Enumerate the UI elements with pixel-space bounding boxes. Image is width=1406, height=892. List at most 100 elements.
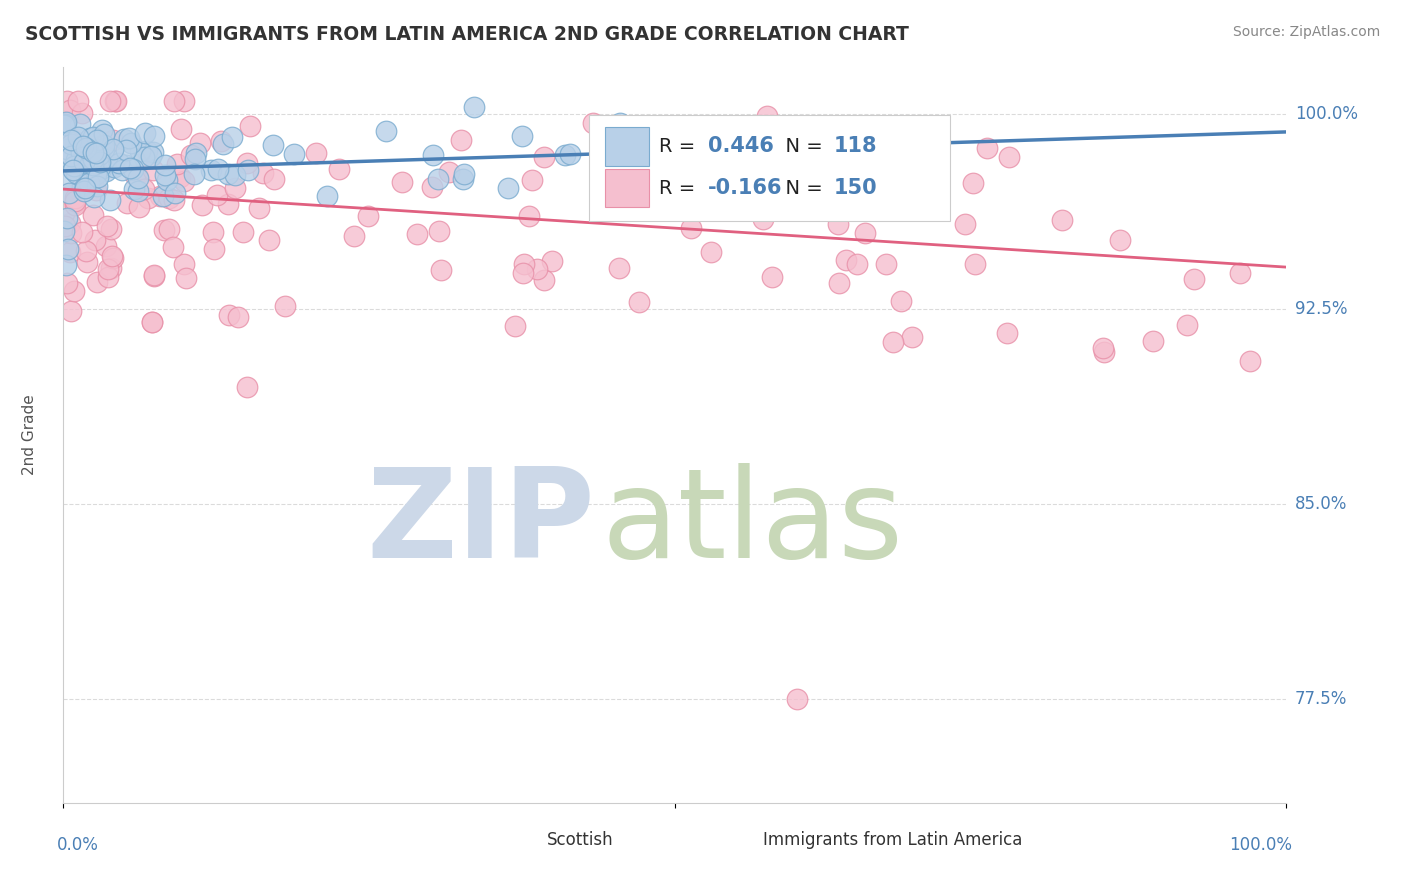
Point (263, 172, 285, 186)
Point (70, 145, 93, 160)
Point (716, 130, 738, 145)
Point (356, 209, 378, 223)
Point (63, 195, 86, 210)
Point (533, 273, 555, 287)
Text: ZIP: ZIP (367, 463, 595, 583)
Point (152, 189, 174, 203)
Point (72, 184, 94, 198)
Text: 118: 118 (834, 136, 877, 156)
Point (62, 163, 84, 178)
Point (188, 136, 211, 151)
Point (1092, 341, 1115, 355)
Point (70, 225, 93, 239)
Point (86, 275, 108, 289)
Text: 0.446: 0.446 (707, 136, 773, 156)
Point (257, 233, 280, 247)
Point (89, 160, 111, 174)
Point (1092, 345, 1115, 359)
Point (221, 129, 243, 144)
Point (98, 94, 121, 108)
Point (879, 155, 901, 169)
Point (98, 193, 121, 207)
Point (262, 138, 284, 153)
Point (122, 162, 145, 177)
Point (66, 130, 89, 145)
Point (427, 172, 450, 186)
Text: 2nd Grade: 2nd Grade (21, 394, 37, 475)
Point (236, 163, 259, 178)
Point (60, 133, 83, 147)
Point (596, 136, 619, 151)
Point (60, 137, 83, 152)
Point (128, 144, 150, 158)
Point (67, 165, 90, 179)
Point (53, 206, 76, 220)
Point (139, 149, 162, 163)
Point (844, 161, 866, 176)
Point (127, 171, 149, 186)
FancyBboxPatch shape (605, 128, 650, 166)
Point (375, 124, 398, 138)
Point (166, 157, 188, 171)
Point (56, 277, 79, 291)
Point (125, 169, 148, 183)
Point (900, 330, 922, 344)
Point (157, 221, 180, 235)
Point (90, 123, 112, 137)
Point (111, 163, 134, 178)
Point (141, 163, 163, 178)
Point (58, 186, 80, 200)
Point (104, 94, 127, 108)
Point (953, 217, 976, 231)
Text: R =: R = (659, 178, 702, 198)
Point (83, 233, 105, 247)
Point (217, 167, 239, 181)
Point (63, 159, 86, 173)
Point (134, 126, 156, 140)
Point (103, 251, 125, 265)
Point (56, 142, 79, 156)
Point (890, 293, 912, 308)
Point (316, 189, 339, 203)
Point (59, 103, 82, 117)
Point (86, 133, 108, 147)
Point (962, 176, 984, 190)
FancyBboxPatch shape (512, 827, 547, 855)
Point (541, 253, 564, 268)
Point (75, 141, 97, 155)
Point (526, 261, 548, 276)
Point (170, 121, 193, 136)
Point (875, 257, 897, 271)
Point (1239, 353, 1261, 368)
Point (115, 158, 138, 172)
Point (135, 144, 157, 158)
Point (834, 252, 856, 267)
Point (100, 222, 122, 236)
Point (93, 138, 115, 153)
Point (72, 154, 94, 169)
Point (512, 266, 534, 280)
Point (157, 191, 180, 205)
Point (274, 299, 297, 313)
Text: 77.5%: 77.5% (1295, 690, 1347, 707)
Point (94, 239, 117, 253)
Point (103, 161, 125, 175)
Point (463, 100, 485, 114)
Point (141, 315, 163, 329)
Point (995, 326, 1018, 341)
Point (224, 181, 246, 195)
FancyBboxPatch shape (727, 827, 761, 855)
Point (55, 187, 77, 202)
Point (517, 209, 540, 223)
Text: 85.0%: 85.0% (1295, 495, 1347, 513)
Point (422, 147, 444, 161)
Point (252, 166, 274, 180)
Point (853, 226, 876, 240)
Point (138, 191, 160, 205)
Point (190, 198, 212, 212)
Text: 0.0%: 0.0% (58, 836, 98, 854)
Point (1142, 334, 1164, 349)
Point (804, 146, 827, 161)
Point (82, 145, 104, 159)
Point (100, 261, 122, 276)
